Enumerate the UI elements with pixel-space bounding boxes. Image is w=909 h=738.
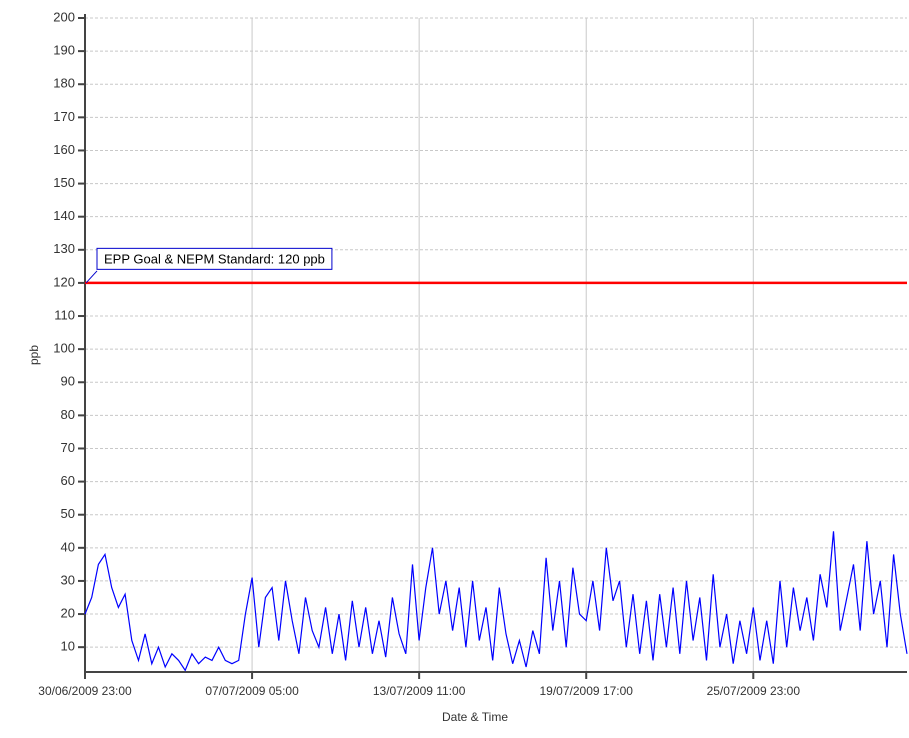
x-tick-label: 25/07/2009 23:00	[707, 684, 801, 698]
y-tick-label: 20	[61, 605, 75, 620]
y-tick-label: 40	[61, 539, 75, 554]
annotation-pointer	[85, 270, 98, 284]
annotation: EPP Goal & NEPM Standard: 120 ppb	[104, 251, 325, 266]
x-tick-label: 19/07/2009 17:00	[540, 684, 634, 698]
y-tick-label: 120	[53, 274, 75, 289]
y-tick-label: 100	[53, 341, 75, 356]
y-tick-label: 50	[61, 506, 75, 521]
annotation-box	[96, 247, 333, 270]
y-tick-label: 10	[61, 639, 75, 654]
y-tick-label: 30	[61, 572, 75, 587]
y-tick-label: 160	[53, 142, 75, 157]
x-tick-label: 13/07/2009 11:00	[373, 684, 466, 698]
y-tick-label: 150	[53, 175, 75, 190]
y-tick-label: 70	[61, 440, 75, 455]
y-tick-label: 90	[61, 374, 75, 389]
y-tick-label: 170	[53, 109, 75, 124]
y-tick-label: 180	[53, 76, 75, 91]
y-axis-label: ppb	[27, 345, 41, 365]
x-axis-label: Date & Time	[442, 710, 508, 724]
y-tick-label: 110	[54, 307, 75, 322]
y-tick-label: 140	[53, 208, 75, 223]
y-tick-label: 200	[53, 9, 75, 24]
y-tick-label: 130	[53, 241, 75, 256]
y-tick-label: 80	[61, 407, 75, 422]
x-tick-label: 07/07/2009 05:00	[205, 684, 299, 698]
data-line	[84, 531, 908, 672]
y-tick-label: 190	[53, 43, 75, 58]
x-tick-label: 30/06/2009 23:00	[38, 684, 132, 698]
y-tick-label: 60	[61, 473, 75, 488]
